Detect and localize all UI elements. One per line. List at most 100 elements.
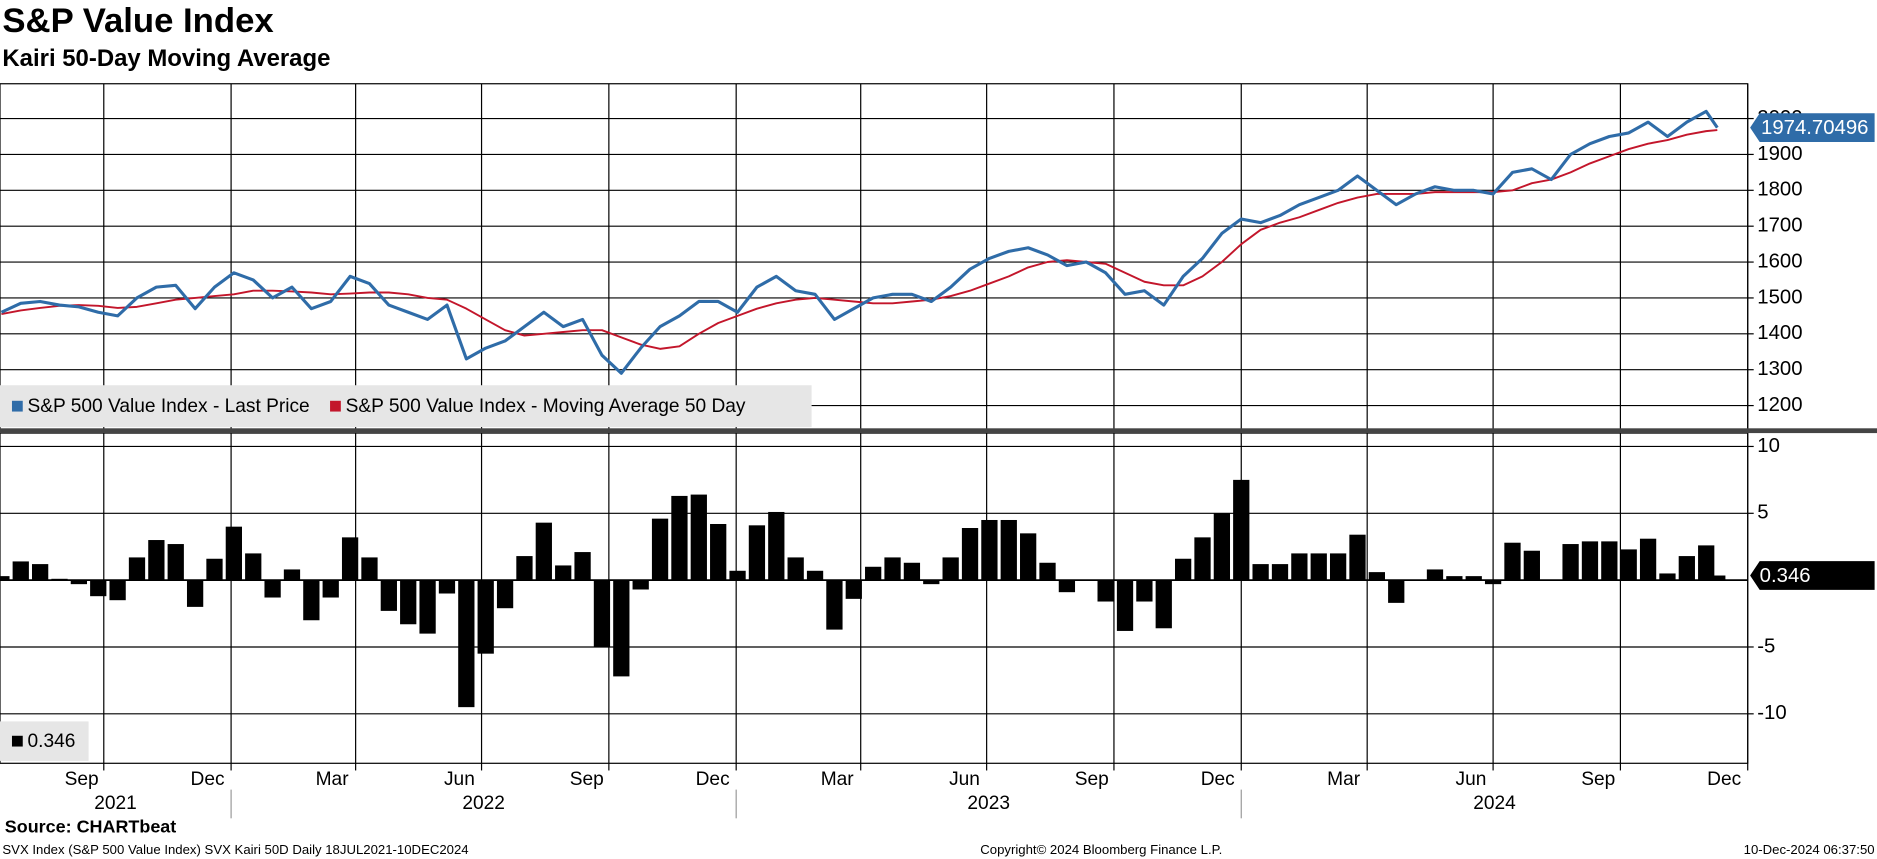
kairi-bar <box>981 519 998 581</box>
kairi-bar <box>1639 538 1657 581</box>
kairi-bar <box>283 569 301 581</box>
kairi-bar <box>1271 564 1289 581</box>
legend-swatch <box>11 400 23 412</box>
y-tick-label: 1600 <box>1757 250 1802 272</box>
kairi-bar <box>1698 545 1715 581</box>
legend-label: 0.346 <box>28 731 76 752</box>
kairi-bar <box>535 522 552 581</box>
x-tick-label: Mar <box>821 769 855 790</box>
x-tick-label: Jun <box>949 769 980 790</box>
kairi-bar <box>613 580 630 677</box>
kairi-bar <box>1709 575 1726 581</box>
legend-label: S&P 500 Value Index - Moving Average 50 … <box>346 396 746 417</box>
kairi-bar <box>1484 580 1502 585</box>
kairi-bar <box>361 557 378 581</box>
kairi-bar <box>729 570 746 581</box>
kairi-bar <box>1058 580 1076 593</box>
last-value-label: 0.346 <box>1760 565 1811 587</box>
kairi-bar <box>419 580 436 634</box>
kairi-bar <box>1116 580 1134 631</box>
kairi-bar <box>322 580 339 598</box>
kairi-bar <box>109 580 126 601</box>
kairi-bar <box>1523 550 1540 581</box>
legend-swatch <box>330 400 341 412</box>
y-tick-label: 5 <box>1757 502 1768 524</box>
chart-title: S&P Value Index <box>2 2 274 40</box>
year-label: 2022 <box>462 793 505 814</box>
x-tick-label: Sep <box>570 769 604 790</box>
kairi-bar <box>70 580 88 585</box>
kairi-bar <box>167 544 184 581</box>
kairi-bar <box>1562 544 1579 581</box>
y-tick-label: 1700 <box>1757 215 1802 237</box>
kairi-bar <box>0 576 10 581</box>
chart-subtitle: Kairi 50-Day Moving Average <box>2 45 330 72</box>
kairi-bar <box>206 558 223 581</box>
x-tick-label: Sep <box>65 769 99 790</box>
kairi-bar <box>1601 541 1618 581</box>
x-tick-label: Sep <box>1581 769 1615 790</box>
year-label: 2021 <box>94 793 137 814</box>
kairi-bar <box>593 580 611 647</box>
kairi-bar <box>1233 479 1250 581</box>
kairi-bar <box>1020 533 1037 581</box>
kairi-bar <box>148 540 165 581</box>
kairi-bar <box>12 561 29 581</box>
y-tick-label: 1900 <box>1757 143 1802 165</box>
kairi-bar <box>128 557 146 581</box>
kairi-bar <box>1252 564 1269 581</box>
kairi-bar <box>1349 534 1366 581</box>
y-tick-label: 10 <box>1757 435 1780 457</box>
bottom-panel <box>0 432 1749 764</box>
kairi-bar <box>961 528 979 581</box>
kairi-bar <box>1368 572 1385 581</box>
y-tick-label: 1400 <box>1757 322 1802 344</box>
legend-box <box>0 385 812 428</box>
kairi-bar <box>826 580 843 630</box>
kairi-bar <box>768 511 785 581</box>
kairi-bar <box>1329 553 1347 581</box>
legend-label: S&P 500 Value Index - Last Price <box>28 396 310 417</box>
kairi-bar <box>923 580 940 585</box>
kairi-bar <box>671 495 688 581</box>
year-label: 2024 <box>1473 793 1516 814</box>
price-line <box>0 109 1719 375</box>
kairi-bar <box>845 580 862 599</box>
kairi-bar <box>341 537 359 581</box>
kairi-bar <box>865 566 882 581</box>
kairi-bar <box>264 580 281 598</box>
x-tick-label: Sep <box>1075 769 1109 790</box>
kairi-bar <box>438 580 456 594</box>
x-tick-label: Jun <box>444 769 475 790</box>
y-tick-label: 1500 <box>1757 286 1802 308</box>
kairi-bar <box>1678 556 1695 581</box>
kairi-bar <box>225 526 242 581</box>
kairi-bar <box>380 580 397 611</box>
kairi-bar <box>1465 576 1482 581</box>
kairi-bar <box>555 565 572 581</box>
kairi-bar <box>942 557 959 581</box>
kairi-bar <box>245 553 262 581</box>
kairi-bar <box>1097 580 1114 602</box>
kairi-bar <box>806 570 824 581</box>
kairi-bar <box>1388 580 1405 603</box>
kairi-bar <box>186 580 204 607</box>
kairi-bar <box>1194 537 1211 581</box>
kairi-bar <box>1155 580 1172 629</box>
source: Source: CHARTbeat <box>5 817 176 837</box>
kairi-bar <box>458 580 475 708</box>
kairi-bar <box>1310 553 1327 581</box>
y-tick-label: 1800 <box>1757 179 1802 201</box>
kairi-bar <box>31 564 49 581</box>
kairi-bar <box>884 557 901 581</box>
kairi-bar <box>1659 573 1676 581</box>
kairi-bar <box>1174 558 1192 581</box>
kairi-bar <box>651 518 669 581</box>
panel-separator <box>0 428 1877 434</box>
kairi-bar <box>748 525 766 581</box>
year-label: 2023 <box>967 793 1010 814</box>
y-tick-label: 1200 <box>1757 394 1802 416</box>
x-tick-label: Dec <box>1201 769 1235 790</box>
kairi-bar <box>1426 569 1444 581</box>
